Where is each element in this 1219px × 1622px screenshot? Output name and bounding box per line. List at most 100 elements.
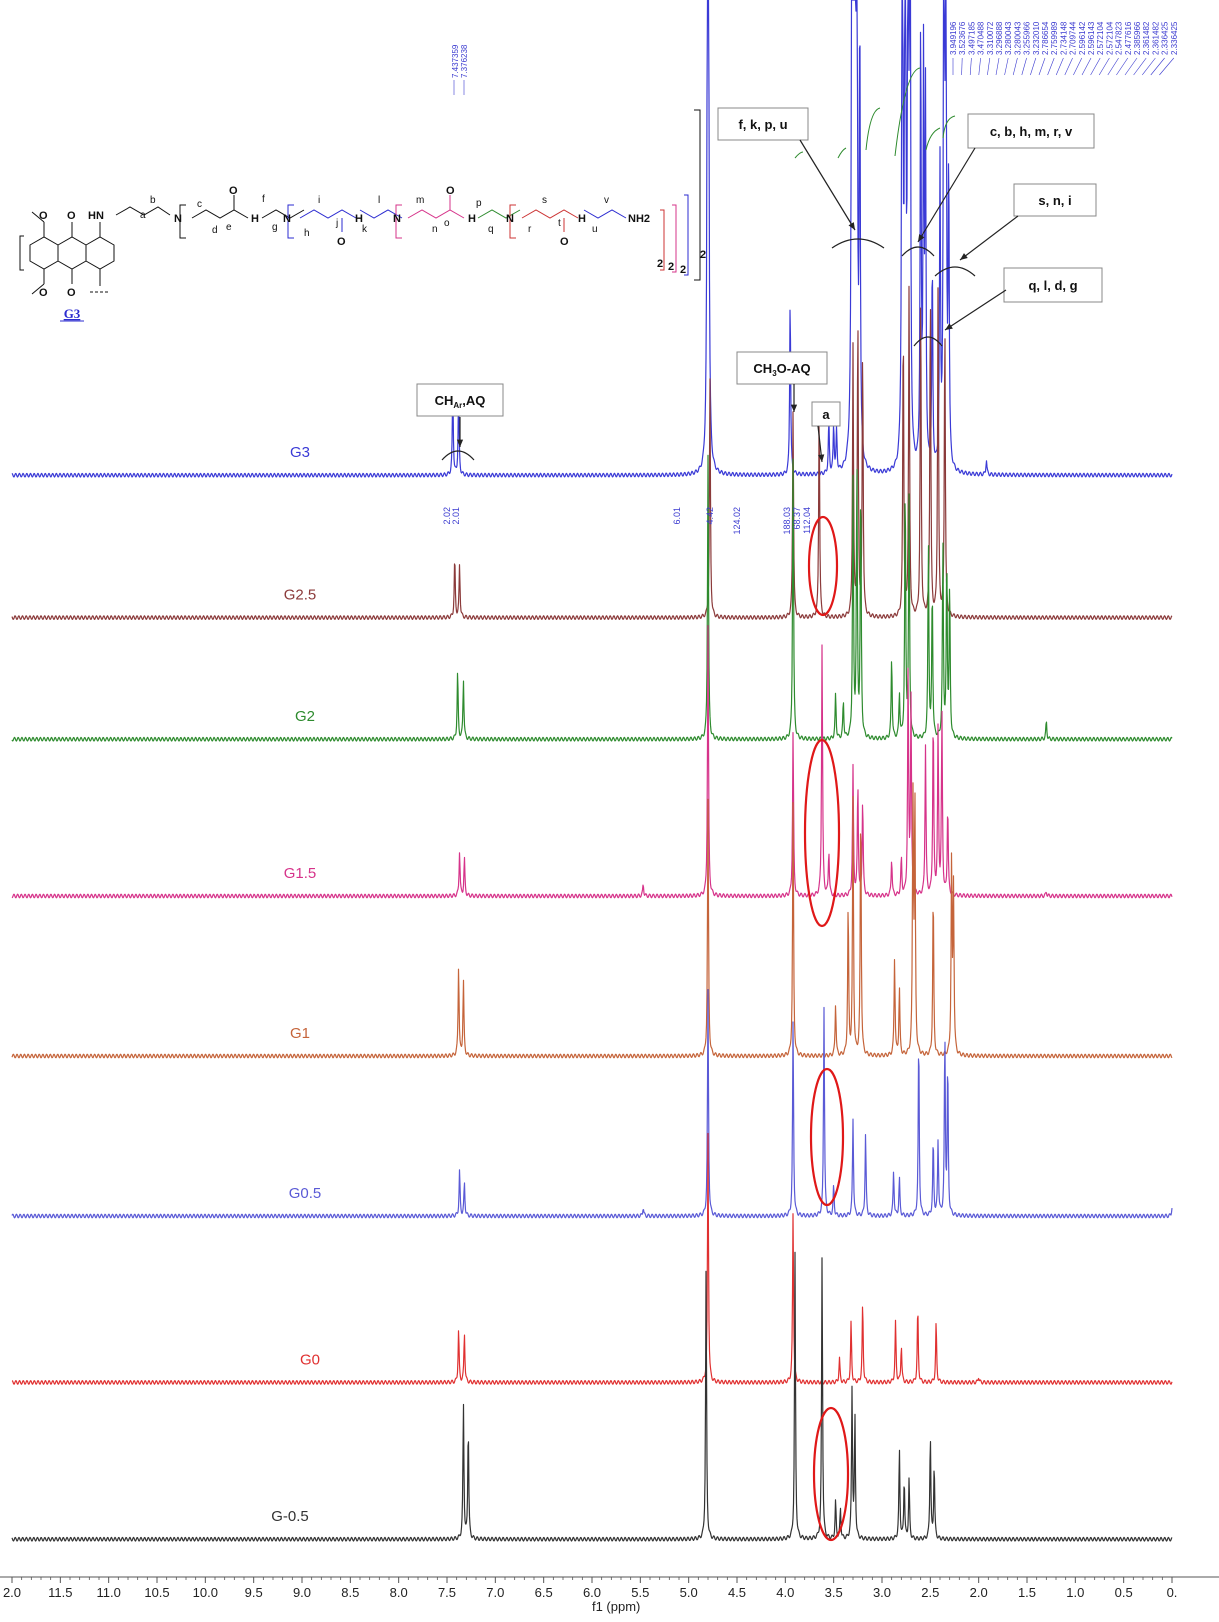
atom-h-o: H <box>468 213 476 225</box>
trace-g0-5 <box>11 989 1173 1219</box>
x-tick-label: 7.0 <box>486 1585 504 1600</box>
peak-label: 3.255966 <box>1023 21 1032 55</box>
arrow-fkpu-head <box>848 222 855 230</box>
bracket-gen2-open <box>287 204 294 239</box>
aq-ring-right <box>85 236 115 270</box>
atom-o-t: O <box>560 236 569 248</box>
x-axis: 2.0 11.5 11.0 10.5 10.0 9.5 9.0 8.5 8.0 7.5 7.0 6.5… <box>0 1576 1219 1614</box>
integral-curves <box>794 67 956 159</box>
aq-ring-left <box>29 236 59 270</box>
x-tick-label: 4.5 <box>728 1585 746 1600</box>
peak-label: 3.470488 <box>977 21 986 55</box>
structure-letter: t <box>558 218 561 229</box>
structure-letter: p <box>476 198 482 209</box>
atom-n-gen1: N <box>174 213 182 225</box>
atom-h-e: H <box>251 213 259 225</box>
x-tick-label: 11.0 <box>96 1585 120 1600</box>
x-tick-label: 1.0 <box>1066 1585 1084 1600</box>
atom-o-e: O <box>229 185 238 197</box>
atom-n-gen2: N <box>283 213 291 225</box>
bracket-gen3-close <box>672 204 677 273</box>
structure-letter: b <box>150 195 156 206</box>
annot-box-ch3o <box>736 351 828 385</box>
bracket-gen1-open <box>179 204 186 239</box>
structure-letter: a <box>140 210 146 221</box>
integral-value: 124.02 <box>732 507 742 535</box>
peak-label: 7.437359 <box>451 44 460 78</box>
peak-label: 2.572104 <box>1105 21 1114 55</box>
x-tick-label: 0. <box>1167 1585 1178 1600</box>
annot-qldg: q, l, d, g <box>1028 278 1077 293</box>
integral-value: 4.42 <box>705 507 715 525</box>
peak-label: 3.280043 <box>1004 21 1013 55</box>
structure-letter: r <box>528 224 532 235</box>
chain-pq <box>477 209 521 219</box>
x-tick-label: 7.5 <box>438 1585 456 1600</box>
annot-cbhmrv: c, b, h, m, r, v <box>990 124 1073 139</box>
x-tick-label: 8.5 <box>341 1585 359 1600</box>
atom-nh2: NH2 <box>628 213 650 225</box>
methoxy-bottom-me <box>31 283 45 295</box>
x-tick-label: 3.5 <box>825 1585 843 1600</box>
peak-label: 3.949196 <box>949 21 958 55</box>
arc-ch-ar <box>441 450 475 461</box>
bracket-gen1-close <box>694 109 701 281</box>
aq-bracket <box>19 235 24 271</box>
x-tick-label: 2.0 <box>3 1585 21 1600</box>
structure-letter: i <box>318 195 320 206</box>
arrow-sni-head <box>960 253 968 260</box>
trace-g1 <box>11 782 1173 1059</box>
x-tick-label: 1.5 <box>1018 1585 1036 1600</box>
structure-letter: h <box>304 228 310 239</box>
peak-list: 7.437359 7.376238 3.949196 3.523676 3.497185… <box>451 21 1179 95</box>
structure-letter: q <box>488 224 494 235</box>
x-tick-label: 11.5 <box>48 1585 72 1600</box>
structure-letter: o <box>444 218 450 229</box>
atom-h-j: H <box>355 213 363 225</box>
x-tick-label: 3.0 <box>873 1585 891 1600</box>
spectrum-traces <box>11 0 1173 1542</box>
peak-label: 3.280043 <box>1013 21 1022 55</box>
aq-ring-mid <box>57 236 87 270</box>
trace-g0 <box>11 1132 1173 1385</box>
x-tick-label: 8.0 <box>390 1585 408 1600</box>
atom-h-t: H <box>578 213 586 225</box>
arrow-cbhmrv-head <box>918 234 925 242</box>
peak-label: 2.734148 <box>1059 21 1068 55</box>
highlight-ellipse <box>809 1067 845 1207</box>
subscript-gen1: 2 <box>700 249 706 261</box>
trace-label-g1-5: G1.5 <box>284 865 317 882</box>
chain-fg <box>261 209 305 219</box>
annot-ch-ar: CHAr,AQ <box>435 393 486 410</box>
x-tick-label: 0.5 <box>1115 1585 1133 1600</box>
structure-letter: l <box>378 195 380 206</box>
annot-box-ch-ar <box>416 383 504 417</box>
annot-fkpu: f, k, p, u <box>738 117 787 132</box>
annot-box-sni <box>1013 183 1097 217</box>
arc-sni <box>934 266 976 277</box>
integral-value: 68.37 <box>792 507 802 530</box>
structure-letter: c <box>197 199 202 210</box>
atom-aq-o-top: O <box>67 210 76 222</box>
peak-label: 3.232010 <box>1032 21 1041 55</box>
peak-label: 2.572104 <box>1096 21 1105 55</box>
atom-n-gen4: N <box>506 213 514 225</box>
annot-box-cbhmrv <box>967 113 1095 149</box>
x-tick-label: 4.0 <box>776 1585 794 1600</box>
peak-label: 3.296888 <box>995 21 1004 55</box>
x-tick-label: 10.0 <box>193 1585 218 1600</box>
methoxy-top-me <box>31 211 45 223</box>
chain-mno <box>407 209 465 219</box>
atom-o-j: O <box>337 236 346 248</box>
structure-letter: u <box>592 224 598 235</box>
atom-aq-o-bottom: O <box>67 287 76 299</box>
arrow-ch-ar-head <box>456 439 464 447</box>
trace-g2 <box>11 454 1173 742</box>
peak-label: 2.547823 <box>1115 21 1124 55</box>
structure-letter: s <box>542 195 547 206</box>
x-tick-label: 10.5 <box>144 1585 169 1600</box>
integral-value: 188.03 <box>782 507 792 535</box>
chain-hij <box>299 209 357 219</box>
bracket-gen3-open <box>395 204 402 239</box>
x-tick-label: 6.5 <box>535 1585 553 1600</box>
